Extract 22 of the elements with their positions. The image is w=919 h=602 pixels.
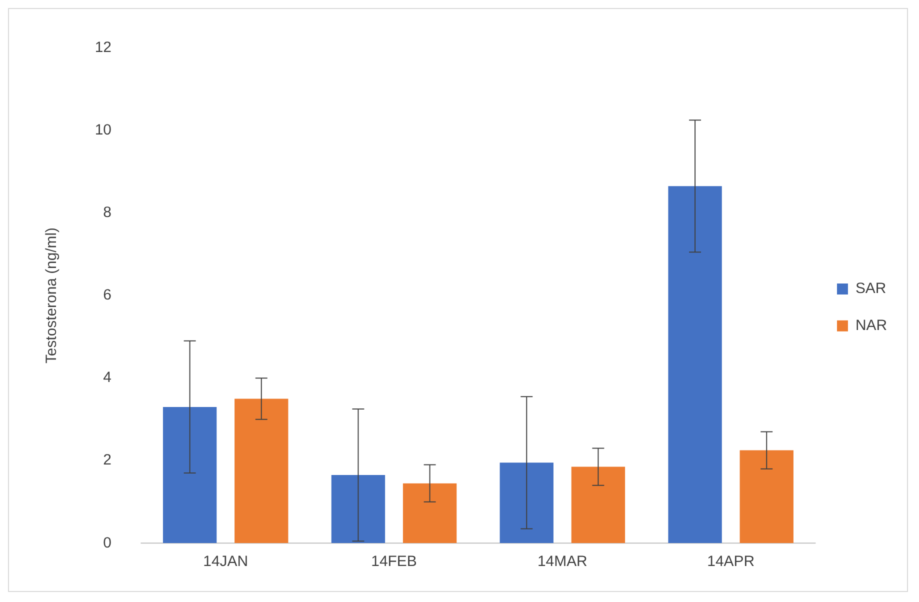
y-axis-title: Testosterona (ng/ml) (43, 227, 60, 364)
legend-label: SAR (855, 280, 886, 298)
y-tick-label: 4 (103, 369, 112, 386)
legend-label: NAR (855, 317, 888, 334)
x-tick-label: 14MAR (537, 553, 588, 570)
bar (331, 475, 386, 544)
bar (740, 450, 794, 544)
x-tick-label: 14FEB (371, 553, 417, 570)
y-tick-label: 8 (103, 204, 112, 222)
y-tick-label: 12 (94, 39, 112, 56)
bar (668, 186, 722, 544)
y-tick-label: 0 (103, 534, 112, 552)
y-tick-label: 2 (103, 452, 112, 469)
y-tick-label: 6 (103, 286, 112, 304)
bar (571, 466, 626, 544)
y-tick-label: 10 (94, 122, 112, 139)
x-tick-label: 14JAN (203, 553, 248, 570)
bar (162, 406, 217, 544)
bar (402, 483, 457, 544)
bar (500, 462, 554, 544)
bar (234, 398, 288, 544)
x-tick-label: 14APR (707, 553, 755, 570)
